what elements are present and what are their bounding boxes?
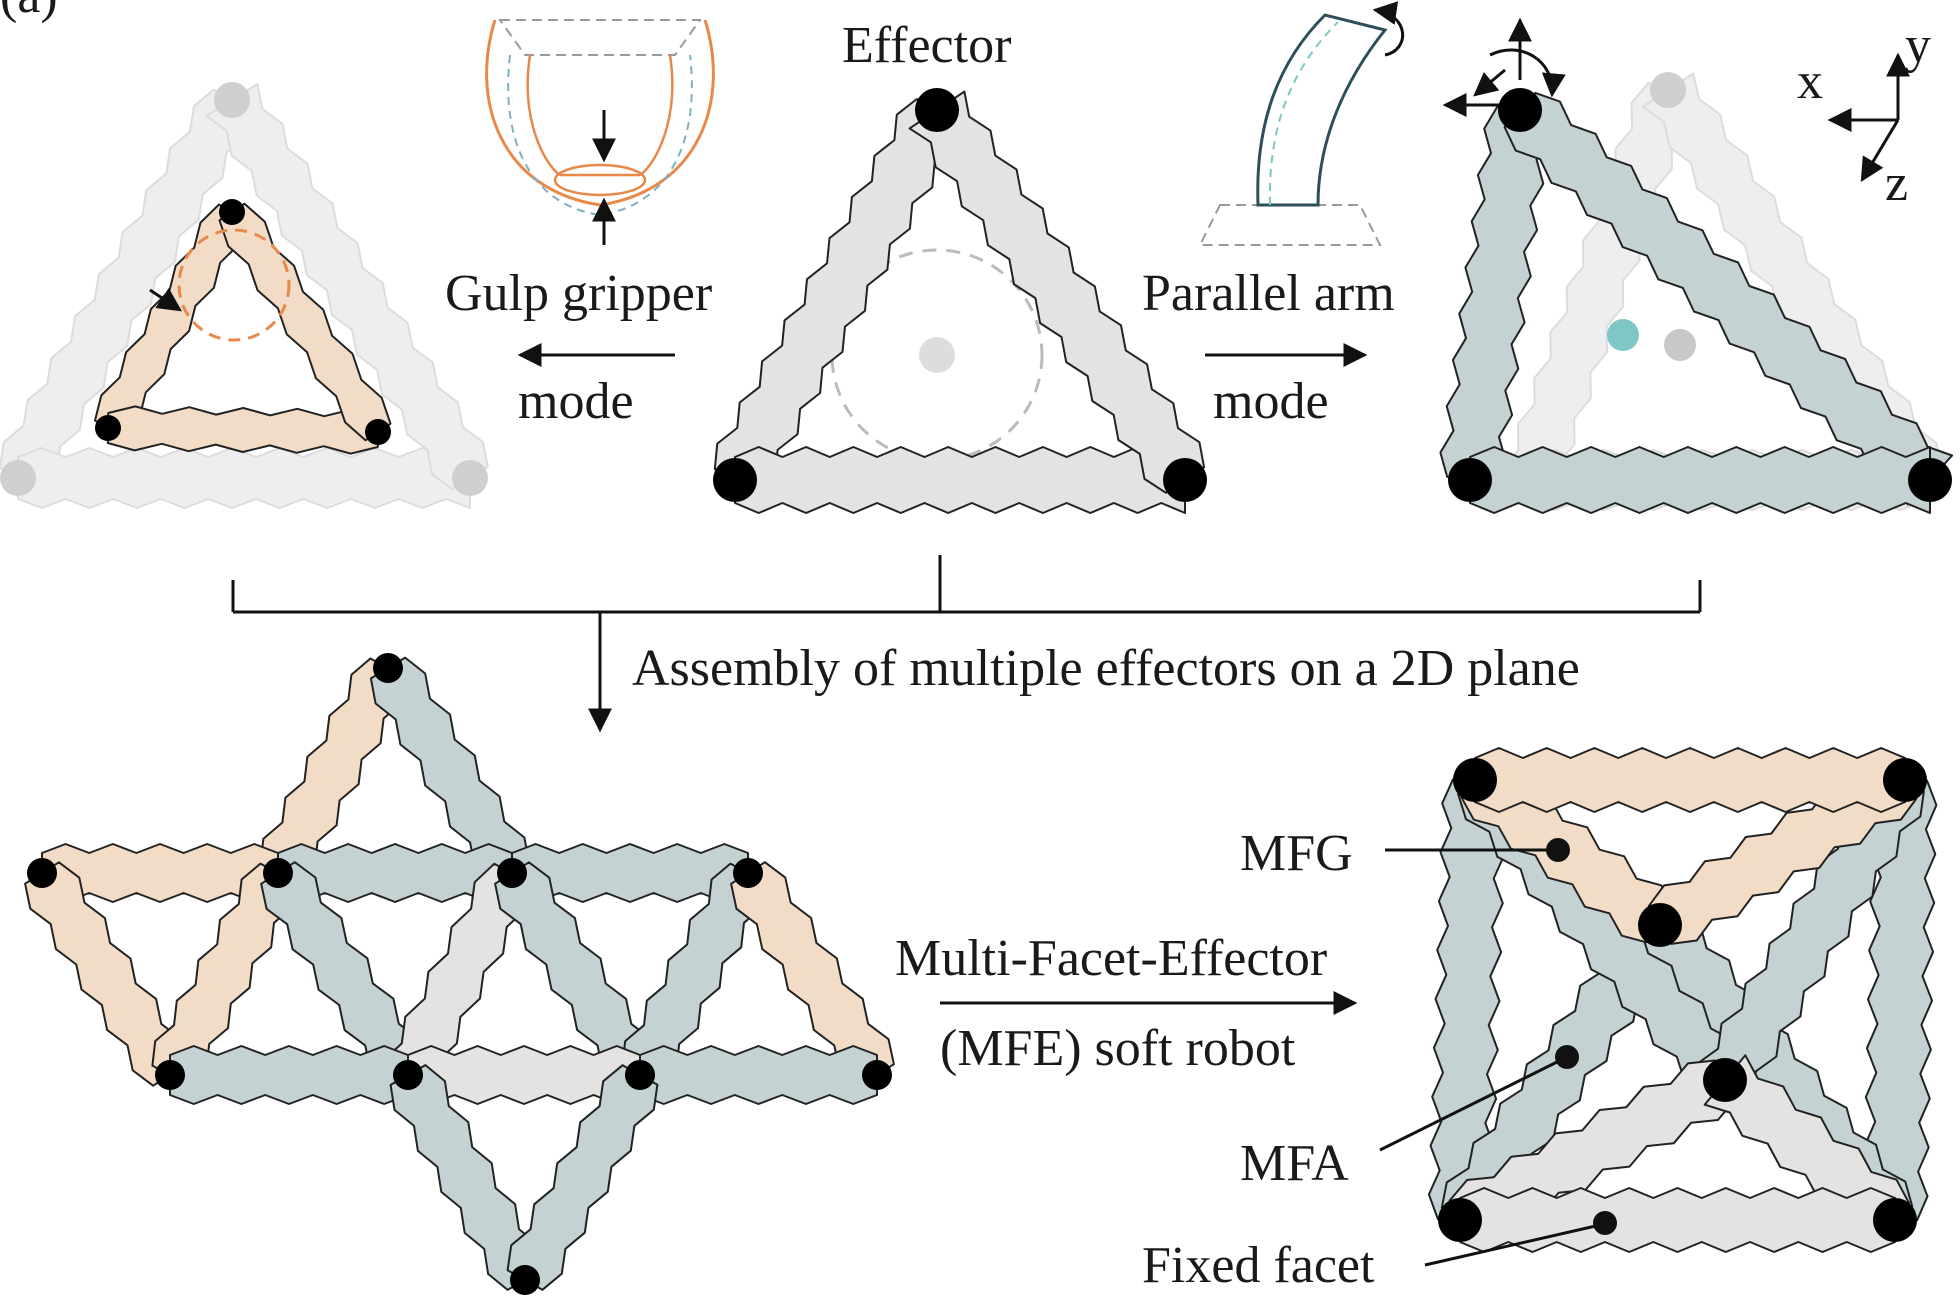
node	[1873, 1198, 1917, 1242]
effector-label: Effector	[842, 17, 1011, 74]
gulp-gripper-effector	[0, 82, 489, 509]
inset-bending-arm	[1256, 13, 1388, 207]
assembly-bracket	[231, 555, 1702, 733]
grey-dot	[1664, 329, 1696, 361]
bellows-segment	[713, 98, 959, 492]
node	[1163, 458, 1207, 502]
bellows-segment	[1862, 778, 1938, 1222]
node	[1498, 88, 1542, 132]
mfg-callout-label: MFG	[1240, 825, 1353, 882]
gripper-dashed-circle	[177, 228, 291, 342]
node	[219, 199, 245, 225]
node	[155, 1060, 185, 1090]
parallel-arm-label: Parallel arm	[1142, 265, 1395, 322]
mfe-label-line1: Multi-Facet-Effector	[895, 930, 1327, 987]
node	[497, 858, 527, 888]
panel-label: (a)	[0, 0, 58, 24]
node	[393, 1060, 423, 1090]
gulp-mode-label: mode	[518, 373, 634, 430]
inset-dashed-top	[498, 19, 702, 56]
parallel-mode-label: mode	[1213, 373, 1329, 430]
bellows-segment	[908, 90, 1206, 494]
node	[1638, 903, 1682, 947]
bellows-segment	[1474, 747, 1906, 813]
assembly-label: Assembly of multiple effectors on a 2D p…	[632, 640, 1580, 697]
mfg-callout-dot	[1546, 838, 1570, 862]
bellows-segment	[205, 83, 489, 491]
bellows-segment	[169, 1045, 409, 1105]
inset-arm-dashed	[1268, 21, 1339, 206]
node	[1883, 758, 1927, 802]
inset-dashed-shell	[507, 54, 693, 217]
axis-y-label: y	[1905, 17, 1931, 74]
node	[625, 1060, 655, 1090]
node	[95, 415, 121, 441]
diagonal-arrow-icon	[1473, 68, 1506, 97]
bellows-segment	[1503, 91, 1954, 506]
node	[0, 460, 36, 496]
bellows-segment	[17, 447, 471, 509]
node	[365, 419, 391, 445]
mfe-robot	[1427, 747, 1938, 1253]
bellows-segment	[506, 1064, 659, 1291]
axis-x-label: x	[1797, 53, 1823, 110]
bellows-segment	[1469, 446, 1931, 514]
mfa-callout-line	[1379, 1056, 1566, 1152]
node	[1650, 72, 1686, 108]
node	[214, 82, 250, 118]
node	[1448, 458, 1492, 502]
node	[862, 1060, 892, 1090]
node	[27, 858, 57, 888]
bellows-segment	[106, 405, 380, 455]
fixed-facet-callout-line	[1424, 1223, 1601, 1267]
bellows-segment	[218, 202, 392, 442]
tilted-triangle	[1439, 88, 1954, 514]
node	[733, 858, 763, 888]
fixed-facet-callout-dot	[1593, 1211, 1617, 1235]
effector-triangle	[713, 88, 1207, 514]
node	[263, 858, 293, 888]
inset-inner-shell	[526, 54, 674, 177]
node	[1703, 1058, 1747, 1102]
node	[1453, 758, 1497, 802]
axis-z-label: z	[1885, 155, 1908, 212]
contracted-triangle	[94, 199, 392, 455]
node	[452, 460, 488, 496]
parallel-arm-inset	[1198, 1, 1404, 246]
center-dashed-circle	[830, 248, 1044, 462]
mfa-callout-label: MFA	[1240, 1135, 1349, 1192]
rotate-arrow-icon	[1489, 48, 1566, 98]
center-dot	[919, 337, 955, 373]
axes-indicator: y x z	[1797, 17, 1931, 212]
central-effector	[713, 88, 1207, 514]
teal-dot	[1607, 319, 1639, 351]
gulp-gripper-label: Gulp gripper	[445, 265, 712, 322]
ghost-outline	[0, 82, 489, 509]
node	[713, 458, 757, 502]
inward-arrow-icon	[149, 288, 182, 312]
parallel-arm-effector	[1439, 17, 1954, 514]
bellows-segment	[730, 861, 895, 1087]
node	[915, 88, 959, 132]
mfa-callout-dot	[1555, 1045, 1579, 1069]
mfe-label-line2: (MFE) soft robot	[940, 1020, 1296, 1077]
bellows-segment	[734, 446, 1186, 514]
node	[1438, 1198, 1482, 1242]
effector-net	[24, 653, 895, 1295]
node	[373, 653, 403, 683]
inset-gripper-contact	[553, 163, 647, 197]
gulp-gripper-inset	[485, 19, 715, 245]
bellows-segment	[639, 1045, 878, 1105]
bellows-segment	[511, 843, 749, 903]
node	[1908, 458, 1952, 502]
fixed-facet-callout-label: Fixed facet	[1142, 1237, 1375, 1294]
inset-base	[1198, 204, 1382, 246]
node	[510, 1265, 540, 1295]
rotate-arrow-icon	[1372, 1, 1404, 57]
